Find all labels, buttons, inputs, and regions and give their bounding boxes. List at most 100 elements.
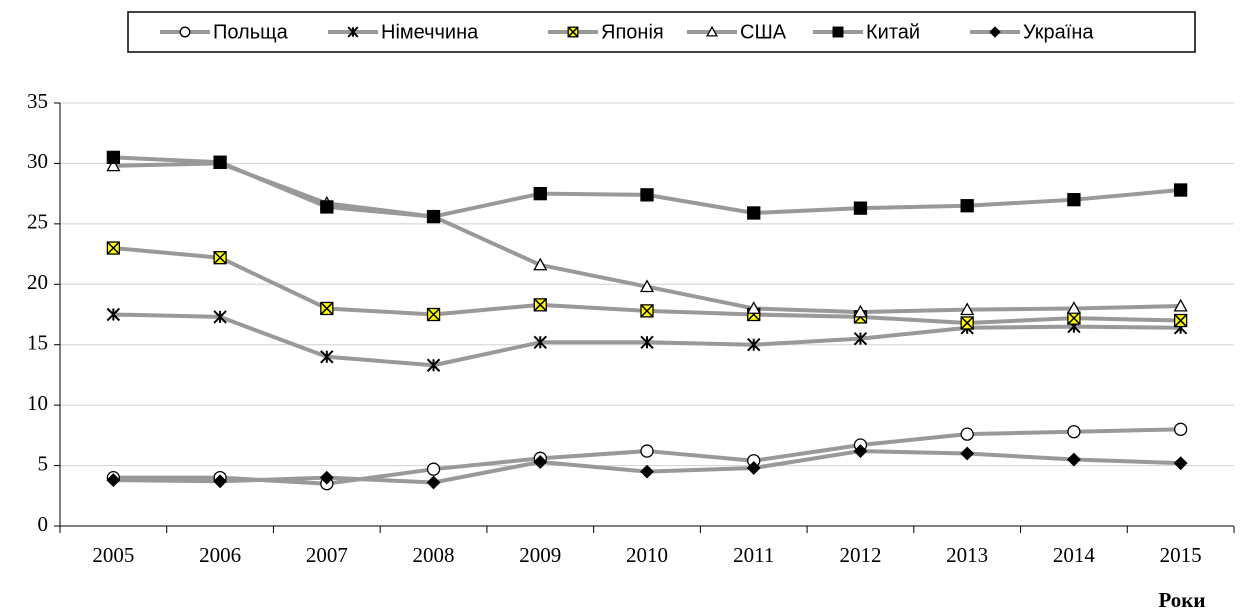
marker-shape: [746, 301, 761, 314]
marker-shape: [960, 316, 974, 330]
point-marker: [426, 462, 441, 476]
legend-label: Німеччина: [381, 21, 479, 43]
marker-shape: [427, 307, 441, 322]
legend-item: Японія: [548, 21, 664, 43]
marker-shape: [960, 302, 975, 316]
marker-shape: [533, 186, 547, 201]
point-marker: [106, 241, 121, 255]
legend-item: Польща: [160, 21, 289, 43]
legend-marker: [179, 26, 191, 38]
marker-shape: [853, 304, 868, 318]
marker-shape: [1066, 301, 1082, 314]
point-marker: [1173, 422, 1188, 436]
point-marker: [320, 350, 334, 364]
point-marker: [853, 201, 868, 215]
point-marker: [106, 307, 121, 322]
marker-shape: [640, 335, 654, 350]
marker-shape: [426, 358, 441, 372]
point-marker: [533, 298, 547, 312]
marker-shape: [853, 331, 868, 346]
point-marker: [640, 464, 654, 479]
x-tick-label: 2009: [519, 543, 561, 567]
marker-shape: [426, 475, 441, 490]
marker-shape: [1174, 314, 1188, 328]
legend-label: Японія: [601, 21, 664, 43]
point-marker: [853, 331, 868, 346]
legend-marker: [832, 26, 844, 38]
x-axis-label: Роки: [1158, 588, 1205, 612]
point-marker: [213, 310, 227, 324]
marker-shape: [1173, 298, 1188, 312]
point-marker: [640, 335, 654, 350]
point-marker: [533, 186, 547, 201]
x-tick-label: 2011: [733, 543, 774, 567]
point-marker: [1173, 183, 1188, 197]
point-marker: [426, 209, 441, 224]
legend-label: Україна: [1023, 21, 1094, 43]
point-marker: [320, 301, 334, 316]
marker-shape: [747, 206, 761, 220]
marker-shape: [853, 444, 868, 458]
marker-shape: [1173, 422, 1188, 436]
point-marker: [426, 358, 441, 372]
marker-shape: [832, 26, 844, 38]
marker-shape: [1173, 456, 1188, 471]
marker-shape: [640, 464, 654, 479]
marker-shape: [533, 298, 547, 312]
point-marker: [213, 155, 227, 169]
marker-shape: [853, 201, 868, 215]
point-marker: [747, 206, 761, 220]
marker-shape: [106, 150, 121, 165]
y-tick-label: 5: [38, 451, 49, 475]
marker-shape: [1067, 311, 1081, 325]
point-marker: [960, 446, 975, 461]
y-tick-label: 15: [27, 331, 48, 355]
x-tick-label: 2005: [92, 543, 134, 567]
point-marker: [213, 474, 228, 489]
x-tick-label: 2012: [839, 543, 881, 567]
point-marker: [960, 302, 975, 316]
point-marker: [853, 444, 868, 458]
point-marker: [533, 335, 547, 350]
legend-item: Китай: [813, 21, 920, 43]
marker-shape: [640, 304, 654, 318]
marker-shape: [747, 338, 761, 352]
marker-shape: [639, 279, 655, 293]
point-marker: [747, 338, 761, 352]
point-marker: [1067, 311, 1081, 325]
point-marker: [746, 461, 761, 475]
legend-label: Китай: [866, 21, 920, 43]
point-marker: [1067, 193, 1081, 207]
point-marker: [640, 304, 654, 318]
y-tick-label: 0: [38, 512, 49, 536]
legend-marker: [706, 25, 718, 37]
x-tick-label: 2014: [1053, 543, 1096, 567]
marker-shape: [320, 301, 334, 315]
legend-item: США: [687, 21, 787, 43]
point-marker: [853, 304, 868, 318]
x-tick-label: 2007: [306, 543, 348, 567]
point-marker: [1067, 425, 1081, 439]
point-marker: [640, 188, 654, 202]
point-marker: [1173, 456, 1188, 471]
marker-shape: [1173, 183, 1188, 197]
marker-shape: [533, 257, 548, 271]
x-tick-label: 2006: [199, 543, 241, 567]
marker-shape: [106, 307, 121, 322]
marker-shape: [106, 158, 121, 172]
point-marker: [1066, 301, 1082, 314]
marker-shape: [319, 470, 334, 485]
point-marker: [320, 200, 334, 214]
marker-shape: [426, 462, 441, 476]
marker-shape: [106, 241, 120, 255]
y-tick-label: 20: [27, 270, 48, 294]
point-marker: [533, 455, 548, 469]
legend-marker: [347, 26, 359, 38]
marker-shape: [106, 473, 121, 487]
marker-shape: [640, 444, 654, 458]
x-tick-label: 2015: [1160, 543, 1202, 567]
point-marker: [960, 199, 974, 213]
point-marker: [640, 444, 654, 458]
marker-shape: [960, 446, 975, 461]
